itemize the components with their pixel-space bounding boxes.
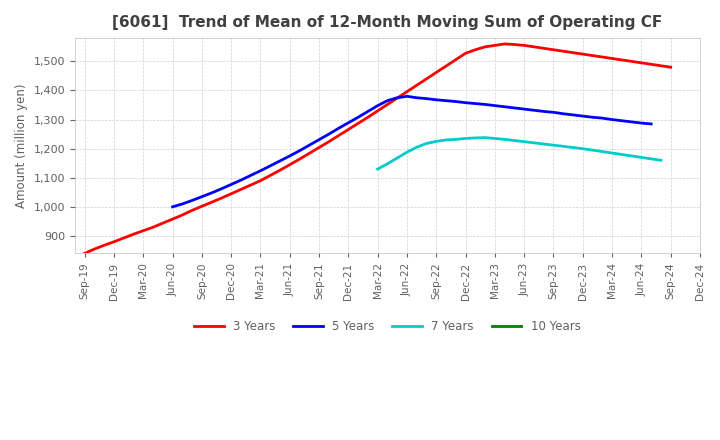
5 Years — [227, 182, 235, 187]
5 Years — [442, 98, 451, 103]
5 Years — [530, 108, 539, 113]
7 Years — [413, 145, 421, 150]
3 Years — [285, 162, 294, 167]
3 Years — [432, 70, 441, 75]
7 Years — [490, 136, 499, 141]
7 Years — [598, 149, 607, 154]
7 Years — [462, 136, 470, 141]
5 Years — [598, 115, 607, 121]
Line: 3 Years: 3 Years — [85, 44, 671, 253]
5 Years — [627, 119, 636, 125]
3 Years — [598, 55, 607, 60]
7 Years — [500, 137, 509, 142]
5 Years — [266, 163, 274, 169]
5 Years — [588, 114, 597, 120]
5 Years — [334, 126, 343, 131]
5 Years — [383, 98, 392, 103]
5 Years — [237, 177, 246, 183]
7 Years — [374, 166, 382, 172]
7 Years — [520, 139, 528, 144]
5 Years — [500, 104, 509, 110]
5 Years — [217, 186, 226, 191]
5 Years — [276, 158, 284, 164]
5 Years — [559, 111, 567, 117]
5 Years — [432, 97, 441, 103]
5 Years — [462, 100, 470, 105]
7 Years — [657, 158, 665, 163]
5 Years — [168, 204, 177, 209]
7 Years — [559, 144, 567, 149]
3 Years — [500, 41, 509, 47]
7 Years — [471, 135, 480, 140]
7 Years — [451, 137, 460, 142]
5 Years — [305, 143, 314, 148]
7 Years — [608, 150, 616, 156]
5 Years — [246, 173, 255, 178]
7 Years — [549, 143, 558, 148]
3 Years — [393, 95, 402, 101]
5 Years — [637, 121, 646, 126]
Title: [6061]  Trend of Mean of 12-Month Moving Sum of Operating CF: [6061] Trend of Mean of 12-Month Moving … — [112, 15, 662, 30]
7 Years — [530, 140, 539, 146]
7 Years — [402, 150, 411, 155]
5 Years — [344, 120, 353, 125]
3 Years — [217, 195, 226, 201]
7 Years — [383, 161, 392, 166]
5 Years — [364, 109, 372, 114]
5 Years — [618, 118, 626, 123]
3 Years — [81, 251, 89, 256]
5 Years — [539, 109, 548, 114]
5 Years — [354, 114, 362, 120]
7 Years — [539, 141, 548, 147]
5 Years — [402, 94, 411, 99]
5 Years — [178, 202, 186, 207]
7 Years — [393, 155, 402, 161]
7 Years — [422, 141, 431, 146]
3 Years — [197, 204, 206, 209]
7 Years — [588, 147, 597, 153]
7 Years — [510, 138, 518, 143]
5 Years — [325, 132, 333, 137]
7 Years — [618, 152, 626, 157]
Y-axis label: Amount (million yen): Amount (million yen) — [15, 84, 28, 208]
5 Years — [549, 110, 558, 115]
Line: 7 Years: 7 Years — [378, 138, 661, 169]
5 Years — [490, 103, 499, 108]
3 Years — [667, 65, 675, 70]
7 Years — [442, 137, 451, 143]
5 Years — [374, 103, 382, 108]
7 Years — [627, 153, 636, 158]
7 Years — [569, 145, 577, 150]
5 Years — [569, 112, 577, 117]
5 Years — [647, 121, 655, 127]
5 Years — [197, 194, 206, 199]
5 Years — [451, 99, 460, 104]
5 Years — [295, 148, 304, 154]
7 Years — [578, 146, 587, 151]
5 Years — [471, 101, 480, 106]
5 Years — [520, 106, 528, 112]
5 Years — [207, 190, 216, 195]
5 Years — [578, 114, 587, 119]
5 Years — [422, 96, 431, 101]
5 Years — [481, 102, 490, 107]
5 Years — [256, 168, 265, 173]
5 Years — [188, 198, 197, 203]
Legend: 3 Years, 5 Years, 7 Years, 10 Years: 3 Years, 5 Years, 7 Years, 10 Years — [189, 315, 585, 338]
7 Years — [481, 135, 490, 140]
Line: 5 Years: 5 Years — [173, 96, 651, 207]
5 Years — [413, 95, 421, 100]
5 Years — [285, 153, 294, 158]
5 Years — [315, 137, 323, 142]
5 Years — [510, 105, 518, 110]
5 Years — [608, 117, 616, 122]
5 Years — [393, 95, 402, 100]
7 Years — [432, 139, 441, 144]
7 Years — [647, 156, 655, 161]
7 Years — [637, 155, 646, 160]
